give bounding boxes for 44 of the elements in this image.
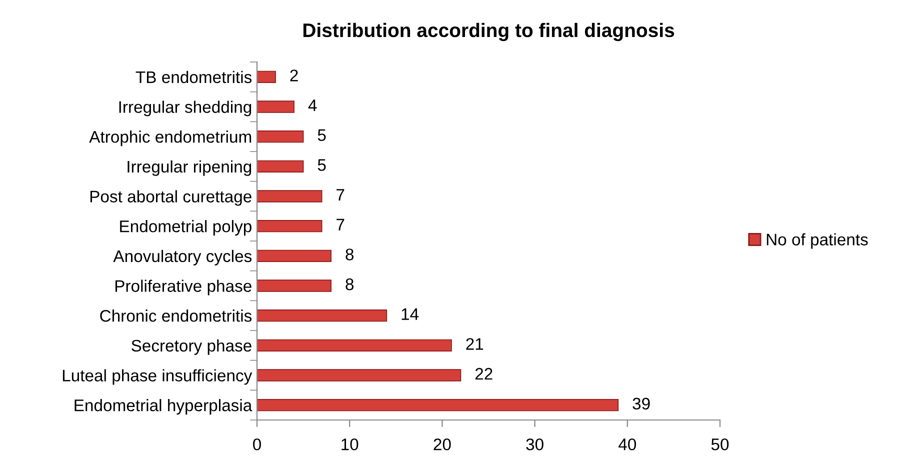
y-tick-label: Irregular shedding (119, 100, 252, 116)
bar (257, 369, 462, 382)
bar (257, 398, 619, 412)
y-tick-label: Endometrial polyp (120, 220, 252, 236)
data-label: 22 (475, 368, 492, 380)
chart-title: Distribution according to final diagnosis (303, 22, 674, 42)
data-label: 2 (290, 70, 298, 82)
y-tick-label: Secretory phase (132, 339, 252, 355)
y-tick-label: Irregular ripening (128, 160, 252, 176)
data-label: 8 (346, 248, 354, 260)
bar (257, 160, 304, 173)
y-tick-label: Chronic endometritis (100, 310, 252, 322)
bar (257, 220, 322, 232)
x-tick-label: 30 (526, 438, 544, 450)
data-label: 14 (402, 308, 419, 320)
data-label: 21 (466, 338, 484, 350)
y-tick-label: Anovulatory cycles (113, 250, 252, 266)
y-tick-label: Atrophic endometrium (89, 130, 252, 146)
bar (257, 309, 388, 322)
y-tick-label: Post abortal curettage (90, 190, 252, 206)
bar (257, 70, 276, 84)
legend-label: No of patients (766, 233, 868, 249)
data-label: 5 (318, 129, 326, 142)
data-label: 8 (346, 278, 354, 290)
y-tick-label: TB endometritis (136, 70, 252, 84)
x-tick-label: 50 (711, 438, 729, 450)
data-label: 7 (336, 189, 344, 201)
x-tick-label: 0 (253, 438, 261, 450)
data-label: 4 (308, 100, 317, 112)
bar (257, 250, 332, 262)
bar (257, 190, 322, 202)
data-label: 39 (632, 398, 650, 410)
x-tick-label: 40 (618, 438, 636, 450)
bar (257, 130, 304, 143)
x-tick-label: 10 (342, 438, 358, 450)
data-label: 5 (318, 159, 326, 171)
y-tick-label: Endometrial hyperplasia (74, 399, 252, 415)
x-tick-label: 20 (434, 438, 451, 450)
y-tick-label: Proliferative phase (115, 280, 252, 296)
data-label: 7 (336, 218, 344, 230)
y-tick-label: Luteal phase insufficiency (62, 369, 252, 385)
bar (257, 100, 294, 113)
bar (257, 339, 452, 352)
bar (257, 280, 332, 292)
